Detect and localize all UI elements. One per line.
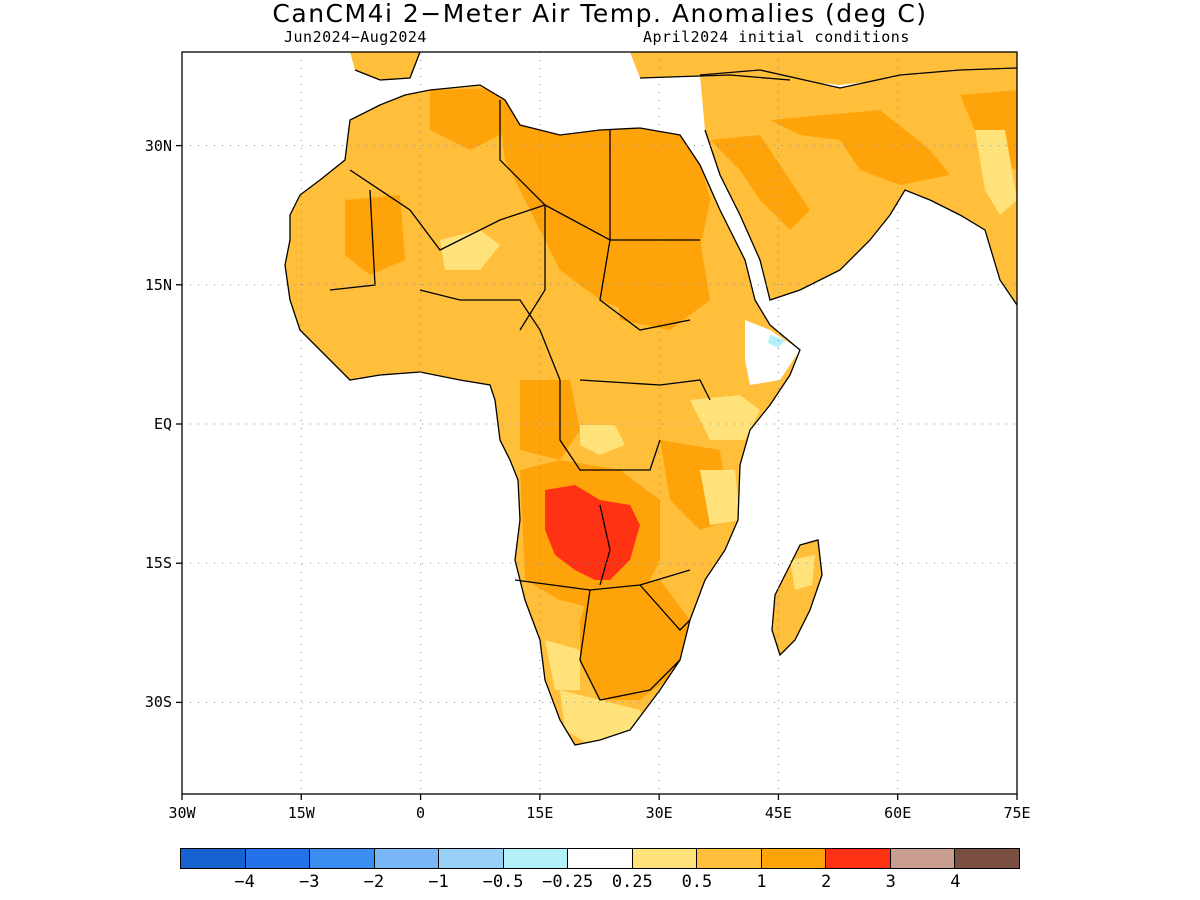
tick-label-lon-15w: 15W (287, 804, 315, 822)
color-bar-swatch-8 (697, 849, 762, 868)
tick-label-lon-45e: 45E (764, 804, 792, 822)
color-bar-label-7: 0.5 (681, 872, 713, 892)
color-bar-label-6: 0.25 (611, 872, 653, 892)
tick-label-lat-15n: 15N (144, 275, 172, 294)
tick-label-lat-30n: 30N (144, 136, 172, 155)
color-bar-swatch-4 (439, 849, 504, 868)
color-bar-label-8: 1 (756, 872, 767, 892)
color-bar-swatch-9 (761, 849, 827, 868)
tick-label-lon-30w: 30W (168, 804, 196, 822)
color-bar-swatch-10 (826, 849, 891, 868)
color-bar-label-5: −0.25 (542, 872, 594, 892)
initial-conditions: April2024 initial conditions (643, 28, 910, 46)
tick-label-lon-60e: 60E (884, 804, 912, 822)
tick-label-lon-15e: 15E (526, 804, 554, 822)
color-bar-swatch-12 (955, 849, 1019, 868)
color-bar-label-3: −1 (428, 872, 449, 892)
color-bar-label-9: 2 (821, 872, 832, 892)
color-bar-swatch-6 (568, 849, 633, 868)
tick-label-lon-30e: 30E (645, 804, 673, 822)
color-bar-swatch-11 (890, 849, 956, 868)
tick-label-lon-0: 0 (416, 804, 426, 822)
map-frame (181, 51, 1018, 795)
color-bar-swatch-0 (181, 849, 246, 868)
color-bar-swatch-7 (632, 849, 698, 868)
tick-label-lon-75e: 75E (1003, 804, 1031, 822)
tick-label-lat-eq: EQ (153, 415, 172, 433)
color-bar-swatch-5 (503, 849, 569, 868)
tick-label-lat-30s: 30S (144, 693, 172, 712)
color-bar-label-2: −2 (363, 872, 385, 892)
color-bar-label-1: −3 (298, 872, 320, 892)
color-bar-label-4: −0.5 (482, 872, 524, 892)
forecast-period: Jun2024−Aug2024 (284, 28, 427, 46)
color-bar-label-0: −4 (234, 872, 255, 892)
color-bar-label-11: 4 (950, 872, 961, 892)
color-bar-label-10: 3 (885, 872, 896, 892)
tick-label-lat-15s: 15S (144, 554, 172, 573)
color-bar-swatch-3 (374, 849, 440, 868)
chart-title: CanCM4i 2−Meter Air Temp. Anomalies (deg… (272, 0, 928, 28)
color-bar-swatch-1 (245, 849, 311, 868)
color-bar (180, 848, 1020, 869)
color-bar-swatch-2 (310, 849, 375, 868)
